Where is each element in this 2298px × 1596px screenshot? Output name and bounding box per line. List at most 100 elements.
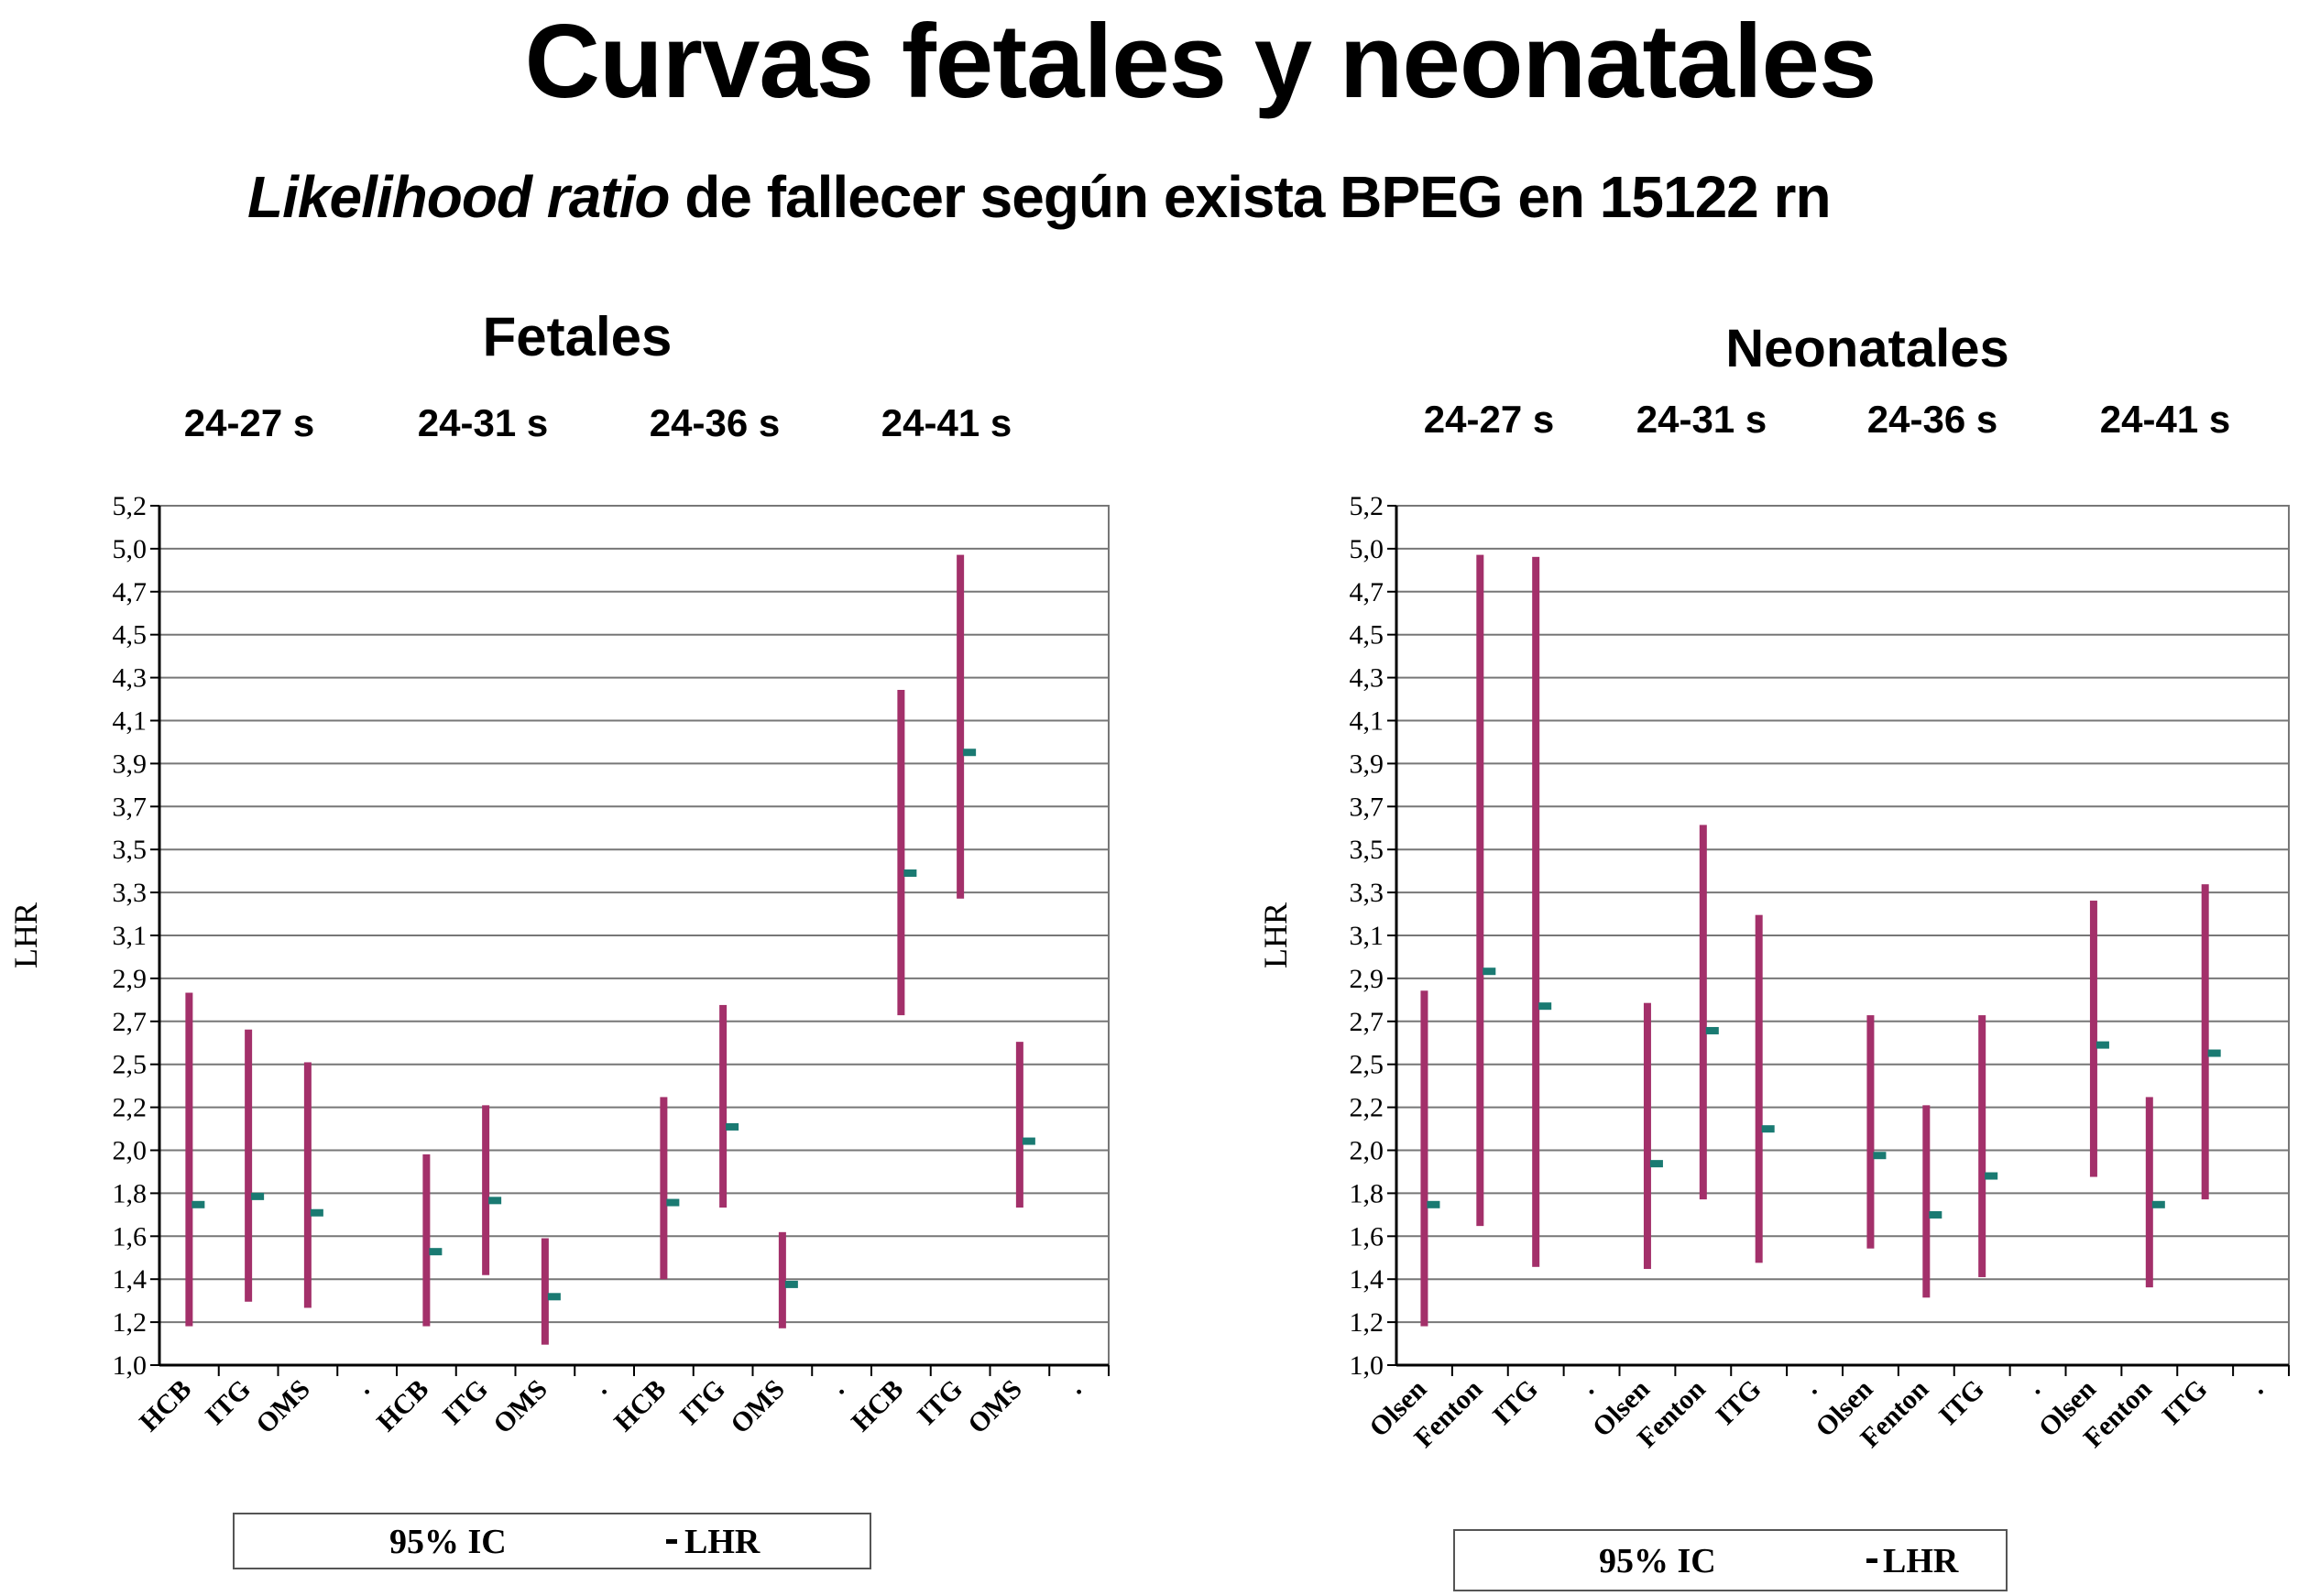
ci-bar (1922, 1105, 1931, 1298)
x-category-label: OMS (962, 1374, 1028, 1440)
x-category-label: ITG (1487, 1374, 1544, 1431)
ci-bar (660, 1097, 668, 1280)
lhr-marker (1538, 1002, 1552, 1011)
x-category-label: ITG (1710, 1374, 1767, 1431)
y-tick-label: 2,0 (1350, 1136, 1384, 1166)
lhr-marker (2151, 1200, 2165, 1208)
group-label: 24-31 s (418, 401, 548, 444)
lhr-marker (251, 1192, 265, 1200)
x-separator-label: . (586, 1374, 613, 1401)
y-tick-label: 1,6 (113, 1221, 148, 1252)
chart-fetales: Fetales 24-27 s 24-31 s 24-36 s 24-41 s 1,0 1,… (7, 306, 1110, 1569)
legend-lhr-marker (1866, 1558, 1877, 1563)
group-label: 24-41 s (881, 401, 1012, 444)
ci-bar (1643, 1002, 1651, 1270)
lhr-marker (1649, 1160, 1663, 1168)
y-tick-label: 1,8 (1350, 1178, 1384, 1208)
x-separator-label: . (349, 1374, 376, 1401)
ci-bar (1420, 990, 1428, 1327)
y-tick-label: 1,2 (1350, 1307, 1384, 1338)
x-category-label: ITG (674, 1374, 731, 1431)
y-tick-label: 5,2 (113, 491, 148, 521)
x-separator-label: . (2243, 1374, 2270, 1401)
x-category-label: OMS (250, 1374, 316, 1440)
y-tick-label: 4,3 (113, 663, 148, 694)
y-tick-label: 2,2 (113, 1093, 148, 1123)
ci-bar (185, 992, 193, 1327)
chart-title: Fetales (483, 306, 673, 367)
y-tick-label: 4,3 (1350, 663, 1384, 694)
y-tick-label: 1,8 (113, 1178, 148, 1208)
ci-bar (541, 1238, 549, 1345)
ci-bar (1978, 1015, 1986, 1277)
lhr-marker (2207, 1049, 2221, 1057)
y-tick-label: 2,5 (113, 1050, 148, 1080)
y-tick-label: 3,7 (1350, 792, 1384, 822)
y-tick-label: 4,7 (1350, 577, 1384, 607)
x-separator-label: . (824, 1374, 850, 1401)
y-tick-label: 1,6 (1350, 1221, 1384, 1252)
group-label: 24-31 s (1636, 398, 1767, 441)
ci-bar (2201, 884, 2209, 1200)
page-title: Curvas fetales y neonatales (524, 4, 1877, 120)
y-tick-label: 4,1 (113, 706, 148, 737)
x-category-label: OMS (487, 1374, 553, 1440)
lhr-marker (726, 1122, 739, 1131)
legend-lhr-label: LHR (1883, 1542, 1959, 1580)
y-tick-label: 3,7 (113, 792, 148, 822)
y-tick-label: 1,4 (1350, 1264, 1384, 1295)
ci-bar (303, 1062, 312, 1308)
lhr-marker (488, 1197, 502, 1205)
legend-box (1453, 1529, 2008, 1591)
legend-lhr-marker (666, 1539, 677, 1544)
ci-bar (482, 1105, 490, 1275)
y-tick-label: 5,2 (1350, 491, 1384, 521)
x-separator-label: . (1797, 1374, 1823, 1401)
legend-box (233, 1513, 871, 1569)
ci-bar (1755, 914, 1763, 1263)
y-tick-label: 2,7 (1350, 1007, 1384, 1037)
x-category-label: OMS (725, 1374, 791, 1440)
legend-ci-label: 95% IC (1599, 1542, 1716, 1580)
y-axis-label: LHR (7, 902, 44, 968)
lhr-marker (429, 1248, 443, 1256)
y-tick-label: 3,5 (113, 835, 148, 865)
x-category-label: HCB (608, 1374, 672, 1437)
subtitle-rest: de fallecer según exista BPEG en 15122 r… (669, 164, 1831, 230)
lhr-marker (1873, 1152, 1887, 1160)
chart-title: Neonatales (1725, 319, 2008, 378)
group-label: 24-27 s (184, 401, 314, 444)
x-separator-label: . (1573, 1374, 1600, 1401)
y-tick-label: 1,0 (1350, 1350, 1384, 1381)
ci-bar (1532, 556, 1540, 1267)
y-tick-label: 2,2 (1350, 1093, 1384, 1123)
y-tick-label: 5,0 (113, 534, 148, 564)
lhr-marker (1705, 1026, 1719, 1034)
group-label: 24-27 s (1424, 398, 1554, 441)
ci-bar (897, 690, 905, 1016)
y-tick-label: 3,1 (113, 921, 148, 951)
lhr-marker (1985, 1172, 1998, 1180)
lhr-marker (666, 1198, 680, 1207)
ci-bar (422, 1153, 431, 1327)
ci-bar (1015, 1042, 1023, 1208)
y-tick-label: 5,0 (1350, 534, 1384, 564)
y-tick-label: 2,9 (113, 964, 148, 994)
x-category-label: ITG (912, 1374, 968, 1431)
x-category-label: ITG (437, 1374, 494, 1431)
y-tick-label: 3,3 (1350, 878, 1384, 908)
lhr-marker (2096, 1041, 2109, 1049)
lhr-marker (547, 1293, 561, 1301)
y-tick-label: 2,7 (113, 1007, 148, 1037)
ci-bar (2145, 1097, 2153, 1288)
lhr-marker (192, 1200, 205, 1208)
lhr-marker (963, 749, 977, 757)
lhr-marker (784, 1280, 798, 1288)
lhr-marker (1483, 967, 1496, 976)
y-tick-label: 3,9 (113, 749, 148, 779)
group-label: 24-36 s (1867, 398, 1997, 441)
y-tick-label: 2,5 (1350, 1050, 1384, 1080)
ci-bar (957, 554, 965, 899)
y-tick-label: 4,1 (1350, 706, 1384, 737)
